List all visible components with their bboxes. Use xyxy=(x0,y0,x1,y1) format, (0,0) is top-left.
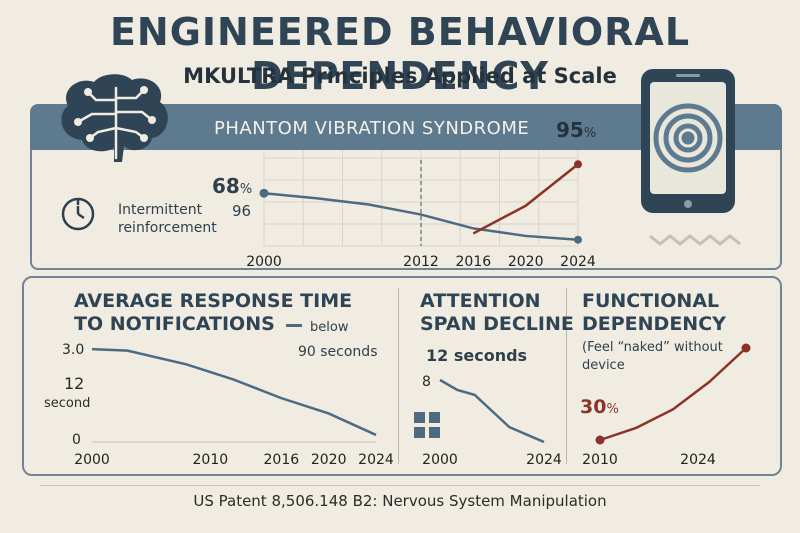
icon-caption-2: reinforcement xyxy=(118,220,217,236)
footer-rule xyxy=(40,485,760,486)
dependency-value: 30% xyxy=(580,396,619,418)
top-series-1-line xyxy=(263,191,579,241)
grid-squares-icon xyxy=(414,412,440,438)
top-line-chart: 2000 2012 2016 2020 2024 xyxy=(246,150,596,270)
top-x-tick: 2012 xyxy=(403,254,439,270)
attention-x-tick: 2000 xyxy=(422,452,458,468)
dependency-note-1: (Feel “naked” without xyxy=(582,340,723,355)
divider-2 xyxy=(566,288,567,464)
brain-circuit-icon xyxy=(61,74,168,162)
response-y-top: 3.0 xyxy=(62,342,85,358)
attention-heading-2: SPAN DECLINE xyxy=(420,313,574,335)
top-x-tick: 2024 xyxy=(560,254,596,270)
response-x-tick: 2020 xyxy=(311,452,347,468)
response-y-mid: 12 xyxy=(64,374,85,393)
response-x-tick: 2010 xyxy=(193,452,229,468)
top-series-1-end-point xyxy=(574,235,582,244)
response-heading-1: AVERAGE RESPONSE TIME xyxy=(74,290,353,312)
response-y-mid-label: second xyxy=(44,396,91,411)
divider-1 xyxy=(398,288,399,464)
dependency-heading-2: DEPENDENCY xyxy=(582,313,726,335)
dependency-end-point xyxy=(741,343,751,353)
response-x-tick: 2016 xyxy=(264,452,300,468)
top-series-1-start-point xyxy=(259,188,269,198)
legend-dash-icon xyxy=(286,324,302,327)
attention-line-chart: 2000 2024 xyxy=(422,378,562,468)
top-value-number: 68 xyxy=(212,174,240,198)
response-series-line xyxy=(91,347,377,437)
top-axis-value: 96 xyxy=(232,202,252,220)
dependency-heading-1: FUNCTIONAL xyxy=(582,290,720,312)
response-y-bottom: 0 xyxy=(72,432,81,448)
page-title: ENGINEERED BEHAVIORAL DEPENDENCY xyxy=(109,10,691,98)
zigzag-decoration-icon xyxy=(649,234,741,246)
top-value: 68% xyxy=(212,174,252,198)
top-x-tick: 2000 xyxy=(246,254,282,270)
banner-label: PHANTOM VIBRATION SYNDROME xyxy=(214,118,530,139)
top-panel-frame xyxy=(30,150,782,270)
page-subtitle: MKULTRA Principles Applied at Scale xyxy=(183,64,617,88)
top-x-tick: 2020 xyxy=(508,254,544,270)
smartphone-spiral-icon xyxy=(641,69,735,213)
top-x-tick: 2016 xyxy=(456,254,492,270)
attention-value: 12 seconds xyxy=(426,346,528,365)
banner-value-number: 95 xyxy=(556,118,584,142)
response-x-tick: 2024 xyxy=(358,452,394,468)
dependency-x-tick: 2024 xyxy=(680,452,716,468)
response-note-1: below xyxy=(310,320,349,335)
dependency-value-unit: % xyxy=(606,402,619,417)
dependency-value-number: 30 xyxy=(580,396,607,418)
footer-patent: US Patent 8,506.148 B2: Nervous System M… xyxy=(193,492,607,510)
banner-value-unit: % xyxy=(583,126,597,141)
bottom-panel-frame xyxy=(22,276,782,476)
top-series-2-end-point xyxy=(574,160,582,169)
attention-y-top: 8 xyxy=(422,374,431,390)
attention-series-line xyxy=(439,378,545,444)
dependency-series-line xyxy=(599,347,747,442)
response-heading-2: TO NOTIFICATIONS xyxy=(74,313,275,335)
top-value-unit: % xyxy=(239,182,253,197)
dependency-start-point xyxy=(595,435,605,445)
response-x-tick: 2000 xyxy=(74,452,110,468)
attention-heading-1: ATTENTION xyxy=(420,290,541,312)
dependency-line-chart: 2010 2024 xyxy=(582,343,751,468)
banner-value: 95% xyxy=(556,118,596,142)
attention-x-tick: 2024 xyxy=(526,452,562,468)
top-series-2-line xyxy=(472,163,579,235)
icon-caption-1: Intermittent xyxy=(118,202,203,218)
response-note-2: 90 seconds xyxy=(298,344,378,360)
response-line-chart: 2000 2010 2016 2020 2024 xyxy=(74,347,394,468)
dependency-x-tick: 2010 xyxy=(582,452,618,468)
timer-icon xyxy=(61,197,95,231)
dependency-note-2: device xyxy=(582,358,625,373)
